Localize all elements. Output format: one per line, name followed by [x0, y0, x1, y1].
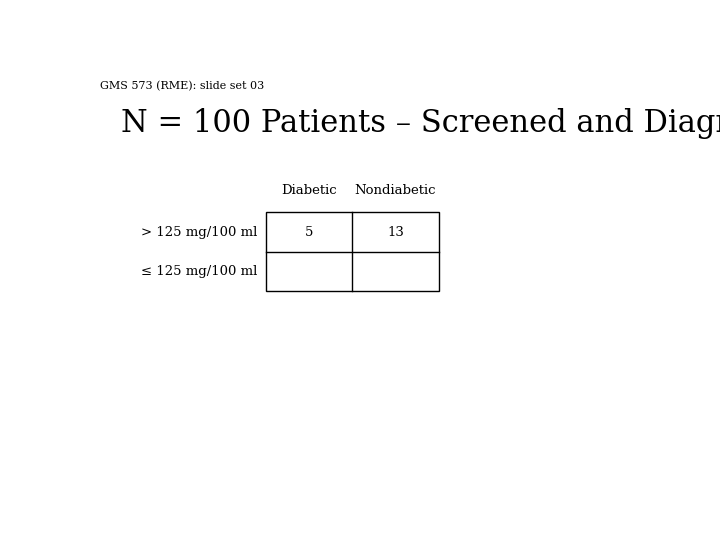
- Text: 5: 5: [305, 226, 313, 239]
- Bar: [266, 212, 438, 292]
- Text: Nondiabetic: Nondiabetic: [355, 184, 436, 197]
- Text: GMS 573 (RME): slide set 03: GMS 573 (RME): slide set 03: [100, 80, 264, 91]
- Text: ≤ 125 mg/100 ml: ≤ 125 mg/100 ml: [141, 265, 258, 278]
- Text: > 125 mg/100 ml: > 125 mg/100 ml: [141, 226, 258, 239]
- Text: Diabetic: Diabetic: [282, 184, 337, 197]
- Text: 13: 13: [387, 226, 404, 239]
- Text: N = 100 Patients – Screened and Diagnosed: N = 100 Patients – Screened and Diagnose…: [121, 109, 720, 139]
